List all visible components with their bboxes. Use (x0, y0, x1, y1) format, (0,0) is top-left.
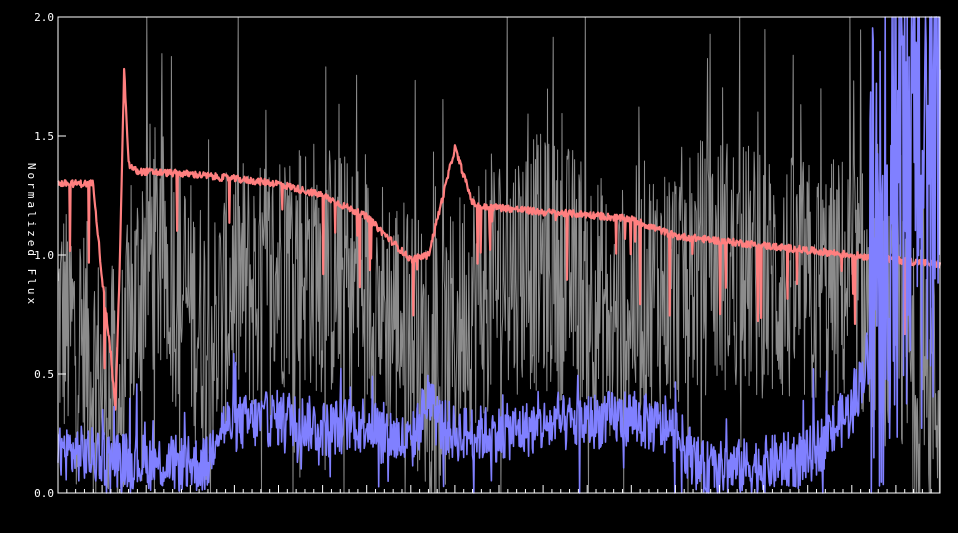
series-line-2 (57, 16, 941, 494)
y-tick-label: 1.0 (34, 249, 54, 262)
y-tick-label: 0.5 (34, 368, 54, 381)
y-axis-title: Normalized Flux (25, 163, 38, 307)
axis-layer: 0.0 0.5 1.0 1.5 2.0 (34, 11, 941, 500)
series-line-0 (57, 16, 941, 494)
series-line-1 (57, 67, 942, 411)
y-tick-label: 2.0 (34, 11, 54, 24)
series-layer (57, 16, 942, 494)
y-tick-label: 1.5 (34, 130, 54, 143)
y-tick-label: 0.0 (34, 487, 54, 500)
